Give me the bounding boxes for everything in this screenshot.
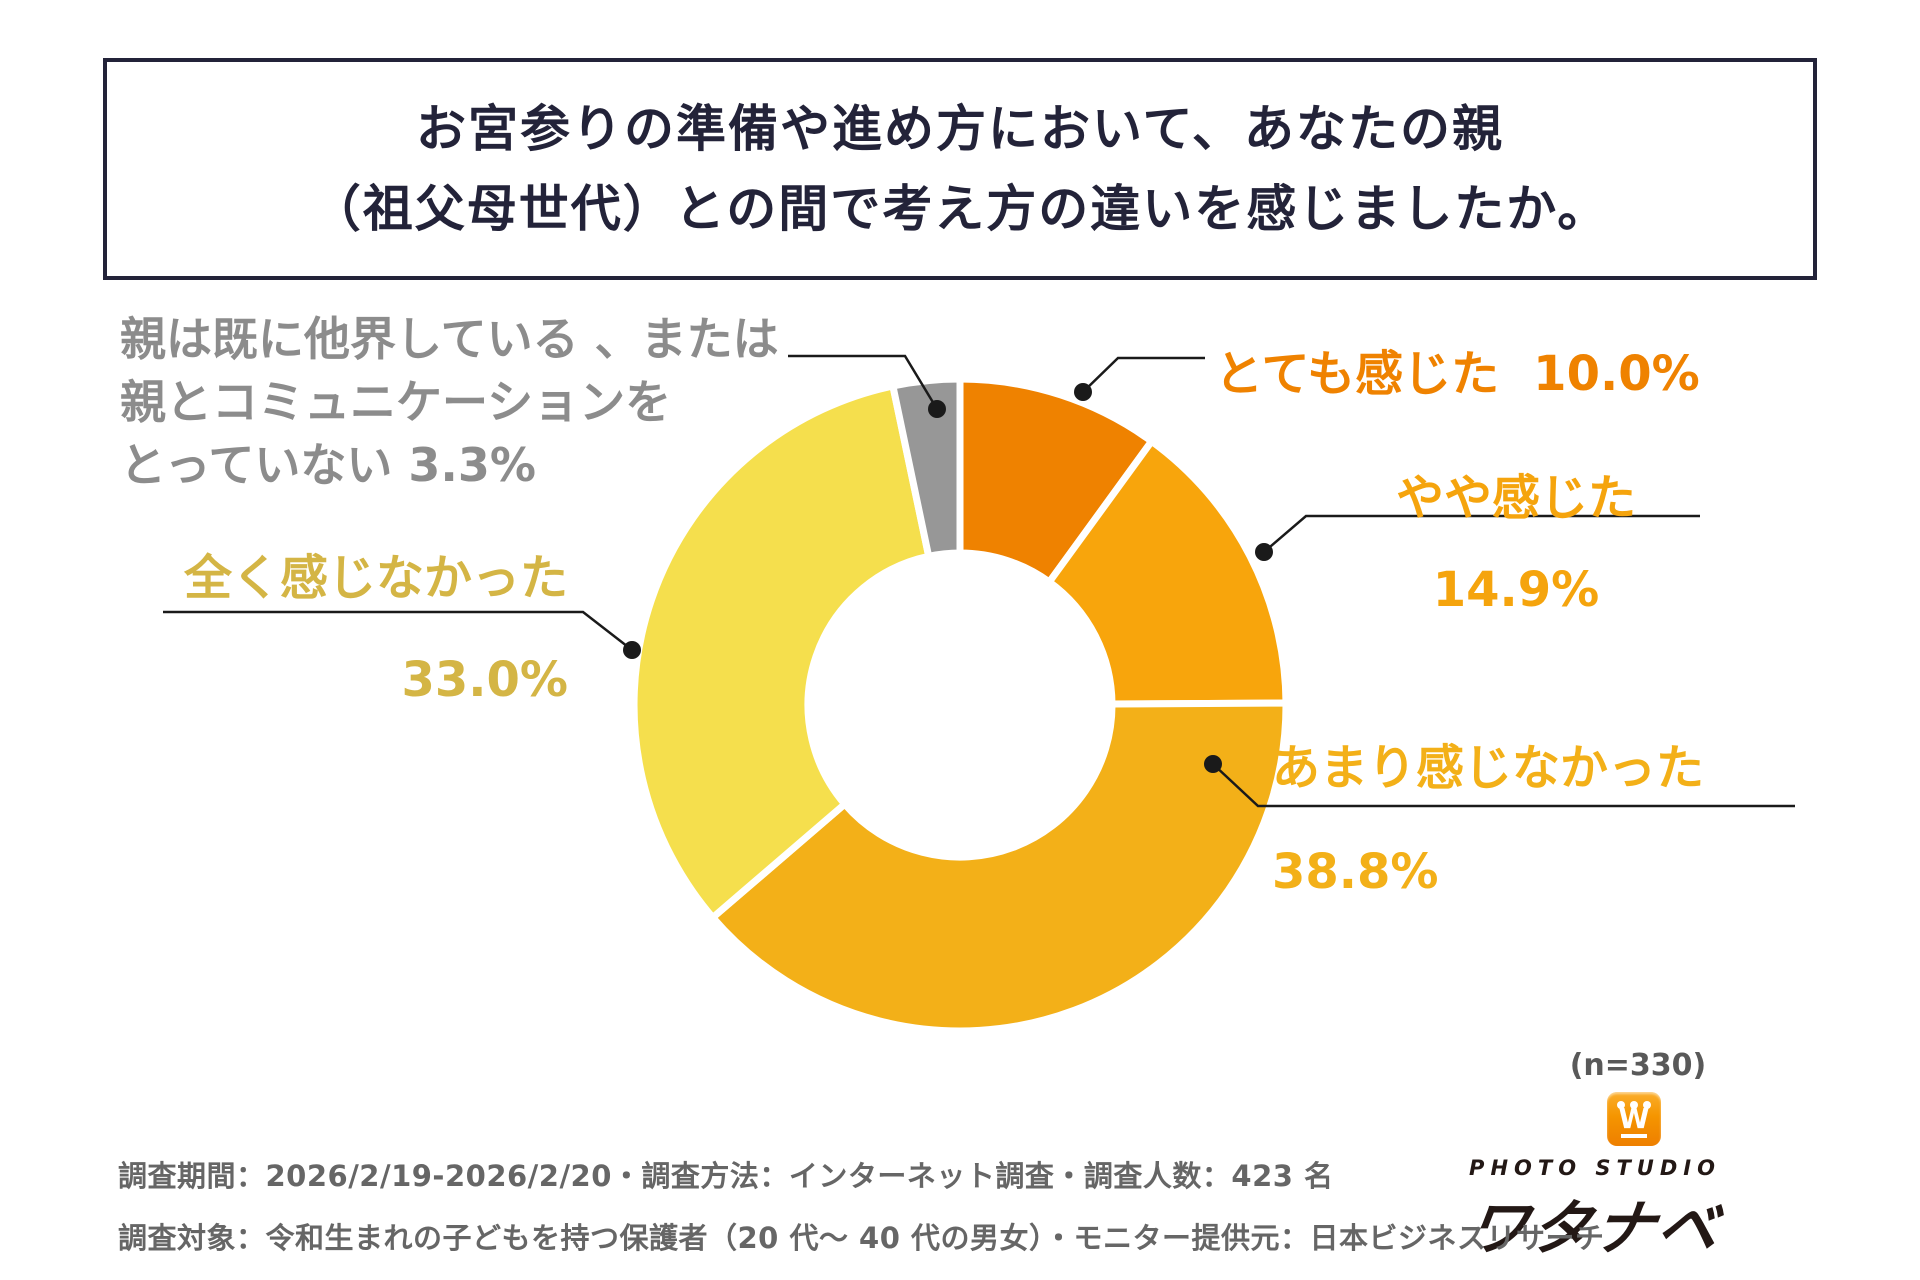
label-amari-kanjinakatta: あまり感じなかった 38.8% <box>1272 728 1704 900</box>
label-totemo-kanjita: とても感じた 10.0% <box>1215 334 1700 404</box>
leader-line-gray <box>788 354 939 410</box>
leader-line-totemo <box>1082 356 1205 393</box>
pie-slice <box>1045 437 1290 708</box>
page-title-line1: お宮参りの準備や進め方において、あなたの親 <box>416 100 1504 158</box>
survey-note-target: 調査対象：令和生まれの子どもを持つ保護者（20 代～ 40 代の男女）・モニター… <box>118 1221 1605 1255</box>
leader-dot-totemo <box>1074 383 1092 401</box>
logo-studio-text: PHOTO STUDIO <box>1469 1156 1721 1180</box>
watanabe-logo: PHOTO STUDIO ワタナベ <box>1400 1156 1790 1267</box>
leader-line-amari <box>1212 763 1795 808</box>
survey-note-period: 調査期間：2026/2/19-2026/2/20・調査方法：インターネット調査・… <box>118 1159 1334 1193</box>
watanabe-logo-icon: W <box>1607 1092 1661 1146</box>
label-totemo-pct: 10.0% <box>1533 346 1700 402</box>
leader-line-yaya <box>1263 514 1700 553</box>
label-amari-pct: 38.8% <box>1272 844 1439 900</box>
crown-w-glyph: W <box>1618 1101 1650 1135</box>
label-mattaku-kanjinakatta: 全く感じなかった 33.0% <box>170 538 568 708</box>
label-mattaku-name: 全く感じなかった <box>183 550 568 606</box>
label-totemo-name: とても感じた <box>1215 346 1500 402</box>
label-yaya-kanjita: やや感じた 14.9% <box>1326 458 1706 618</box>
crown-underline <box>1621 1133 1647 1138</box>
leader-dot-mattaku <box>623 641 641 659</box>
pie-slice <box>889 375 964 560</box>
leader-dot-amari <box>1204 755 1222 773</box>
crown-dots-icon <box>1617 1100 1651 1109</box>
leader-dot-yaya <box>1255 543 1273 561</box>
title-box: お宮参りの準備や進め方において、あなたの親 （祖父母世代）との間で考え方の違いを… <box>103 58 1817 280</box>
sample-size: (n=330) <box>1569 1048 1707 1083</box>
page-title-line2: （祖父母世代）との間で考え方の違いを感じましたか。 <box>310 180 1610 238</box>
label-parents-deceased: 親は既に他界している 、または 親とコミュニケーションを とっていない 3.3% <box>120 312 779 492</box>
leader-line-mattaku <box>163 610 633 651</box>
label-mattaku-pct: 33.0% <box>401 652 568 708</box>
leader-dot-gray <box>928 400 946 418</box>
label-yaya-pct: 14.9% <box>1432 562 1600 618</box>
pie-slice <box>630 382 933 921</box>
label-amari-name: あまり感じなかった <box>1272 740 1705 796</box>
pie-slice <box>709 699 1290 1035</box>
label-yaya-name: やや感じた <box>1395 470 1636 526</box>
